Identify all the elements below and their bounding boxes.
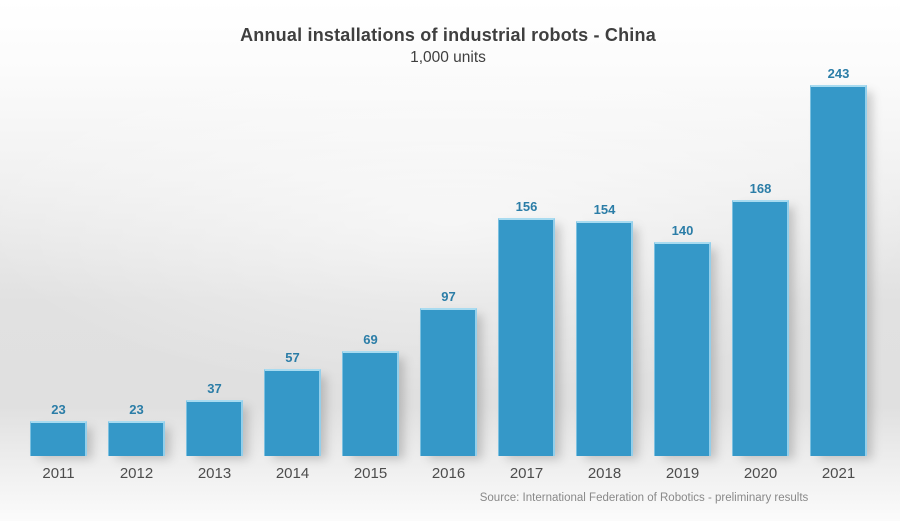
bar-group-2017: 156 2017 [498,199,555,482]
x-axis-tick-label: 2013 [197,465,232,482]
bar-value-label: 243 [827,66,850,81]
bar-group-2020: 168 2020 [732,181,789,482]
bar-value-label: 23 [51,402,66,417]
x-axis-tick-label: 2021 [821,465,856,482]
x-axis-tick-label: 2011 [42,465,75,482]
x-axis-tick-label: 2017 [509,465,544,482]
bar [654,242,711,456]
bar-value-label: 37 [207,381,222,396]
bar-group-2021: 243 2021 [810,66,867,482]
bar [498,218,555,456]
bar-value-label: 154 [593,202,616,217]
x-axis-tick-label: 2018 [587,465,622,482]
x-axis-tick-label: 2016 [431,465,466,482]
bar [108,421,165,456]
bar-value-label: 156 [515,199,538,214]
bar-group-2018: 154 2018 [576,202,633,482]
bar [576,221,633,456]
x-axis-tick-label: 2019 [665,465,700,482]
bar-value-label: 23 [129,402,144,417]
x-axis-tick-label: 2020 [743,465,778,482]
bar [420,308,477,456]
bar-group-2015: 69 2015 [342,332,399,482]
bar-value-label: 140 [671,223,694,238]
bar-group-2013: 37 2013 [186,381,243,482]
bar-group-2012: 23 2012 [108,402,165,482]
bar-value-label: 168 [749,181,772,196]
source-caption: Source: International Federation of Robo… [479,492,809,504]
bar-value-label: 57 [285,350,300,365]
bar-group-2019: 140 2019 [654,223,711,482]
bar-group-2014: 57 2014 [264,350,321,482]
bar [342,351,399,456]
bar [732,200,789,456]
bar-group-2011: 23 2011 [30,402,87,482]
bar [186,400,243,456]
x-axis-tick-label: 2014 [275,465,310,482]
chart-title: Annual installations of industrial robot… [240,25,656,45]
x-axis-tick-label: 2015 [353,465,388,482]
bar-group-2016: 97 2016 [420,289,477,482]
chart-subtitle: 1,000 units [410,49,486,66]
bar [264,369,321,456]
bar [30,421,87,456]
bar-value-label: 69 [363,332,378,347]
x-axis-tick-label: 2012 [119,465,154,482]
bar [810,85,867,456]
bar-value-label: 97 [441,289,456,304]
